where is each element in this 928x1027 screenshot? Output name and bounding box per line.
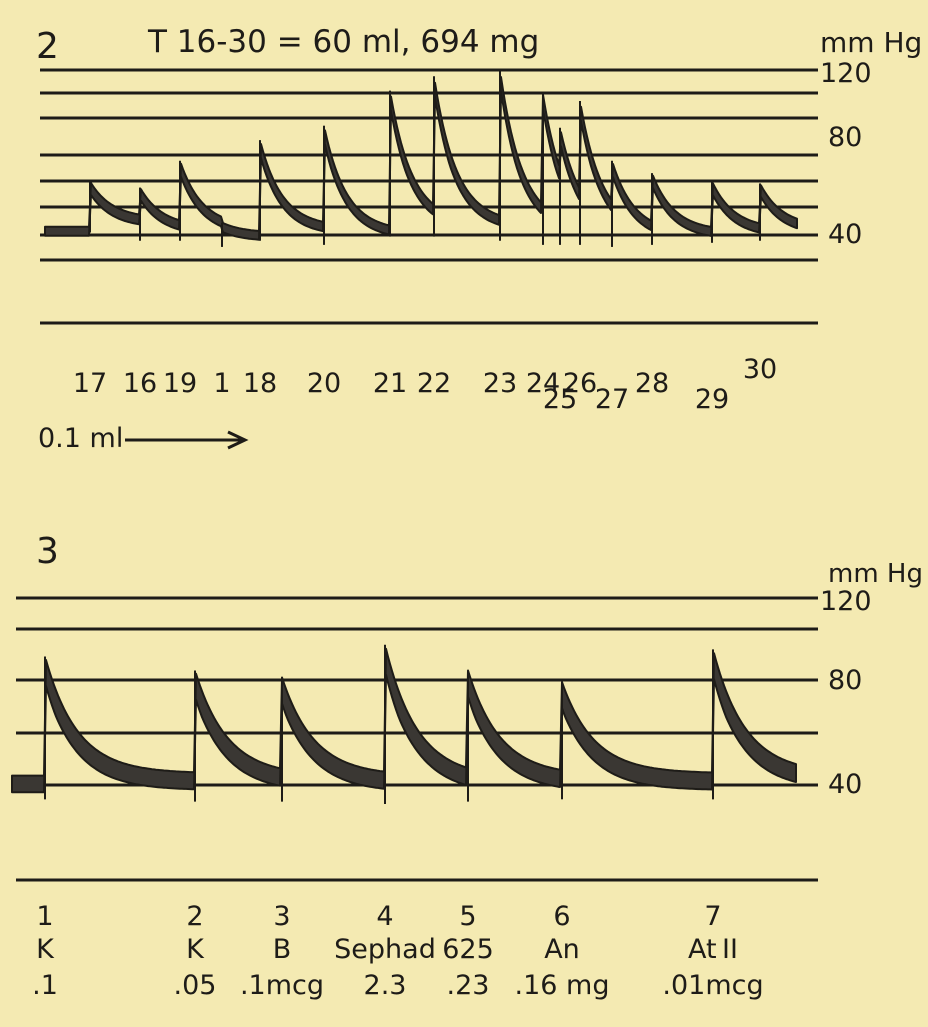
event-number-label: 2 — [186, 901, 203, 932]
panel-2-y-tick-120: 120 — [820, 58, 872, 89]
event-label: 22 — [417, 368, 451, 399]
event-label: 28 — [635, 368, 669, 399]
event-agent-label: An — [544, 934, 580, 965]
event-dose-label: 2.3 — [364, 970, 407, 1001]
panel-3-y-tick-120: 120 — [820, 586, 872, 617]
event-label: 29 — [695, 384, 729, 415]
panel-3-pressure-trace — [11, 644, 797, 804]
event-agent-label: K — [186, 934, 205, 965]
panel-2-volume-note: 0.1 ml — [38, 423, 123, 454]
panel-2-pressure-trace — [44, 70, 798, 247]
panel-3-number: 3 — [36, 531, 59, 572]
pressure-band — [11, 647, 797, 794]
panel-2-title: T 16-30 = 60 ml, 694 mg — [147, 24, 539, 60]
event-dose-label: .01mcg — [662, 970, 763, 1001]
arrow-right-icon — [125, 430, 249, 450]
event-agent-label: K — [36, 934, 55, 965]
event-agent-label: Sephad — [334, 934, 436, 965]
panel-2-number: 2 — [36, 26, 59, 67]
event-label: 21 — [373, 368, 407, 399]
panel-2: 2 T 16-30 = 60 ml, 694 mg mm Hg 120 80 4… — [36, 24, 922, 454]
event-label: 18 — [243, 368, 277, 399]
event-label: 1 — [213, 368, 230, 399]
event-label: 20 — [307, 368, 341, 399]
event-dose-label: .23 — [447, 970, 490, 1001]
event-label: 23 — [483, 368, 517, 399]
event-dose-label: .05 — [174, 970, 217, 1001]
panel-3: 3 mm Hg 120 80 40 1K.12K.053B.1mcg4Sepha… — [11, 531, 923, 1001]
event-label: 19 — [163, 368, 197, 399]
event-label: 24 — [526, 368, 560, 399]
panel-2-y-tick-80: 80 — [828, 122, 862, 153]
event-label: 16 — [123, 368, 157, 399]
event-number-label: 5 — [459, 901, 476, 932]
event-number-label: 3 — [273, 901, 290, 932]
event-number-label: 1 — [36, 901, 53, 932]
event-agent-label: At II — [688, 934, 738, 965]
panel-3-event-labels: 1K.12K.053B.1mcg4Sephad2.35625.236An.16 … — [32, 901, 764, 1001]
event-label: 17 — [73, 368, 107, 399]
event-number-label: 7 — [704, 901, 721, 932]
pressure-band — [44, 76, 798, 241]
event-label: 30 — [743, 354, 777, 385]
event-number-label: 6 — [553, 901, 570, 932]
panel-3-y-tick-80: 80 — [828, 665, 862, 696]
event-dose-label: .16 mg — [515, 970, 610, 1001]
event-dose-label: .1 — [32, 970, 58, 1001]
event-number-label: 4 — [376, 901, 393, 932]
panel-2-unit: mm Hg — [820, 26, 922, 59]
panel-2-y-tick-40: 40 — [828, 219, 862, 250]
event-dose-label: .1mcg — [240, 970, 324, 1001]
panel-3-unit: mm Hg — [828, 559, 923, 589]
panel-3-y-tick-40: 40 — [828, 769, 862, 800]
event-label: 25 — [543, 384, 577, 415]
event-label: 27 — [595, 384, 629, 415]
event-label: 26 — [563, 368, 597, 399]
event-agent-label: 625 — [442, 934, 494, 965]
event-agent-label: B — [273, 934, 292, 965]
